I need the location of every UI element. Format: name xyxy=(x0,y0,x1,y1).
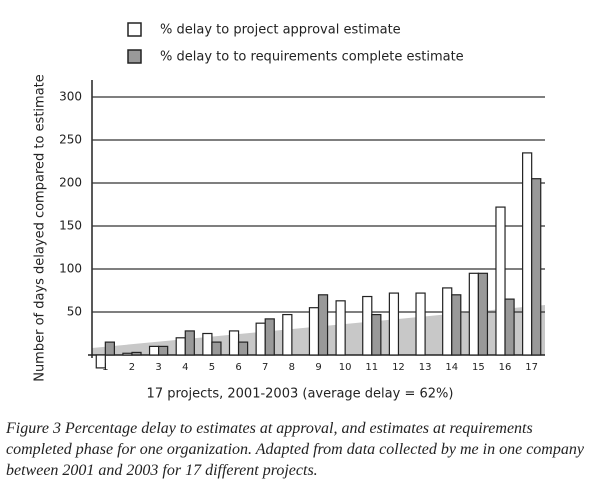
bar xyxy=(317,294,329,356)
bar xyxy=(362,295,373,356)
bar xyxy=(495,206,506,356)
bar xyxy=(504,298,515,356)
y-tick-label: 100 xyxy=(59,262,82,276)
bar xyxy=(442,287,453,356)
x-tick-label: 6 xyxy=(235,362,241,373)
x-tick-label: 7 xyxy=(262,362,268,373)
bar xyxy=(371,313,382,356)
legend-label: % delay to project approval estimate xyxy=(160,23,401,38)
bar xyxy=(158,345,169,356)
bar xyxy=(175,337,186,356)
x-tick-label: 13 xyxy=(419,362,432,373)
bar xyxy=(237,341,249,356)
bar xyxy=(148,345,160,356)
x-tick-label: 2 xyxy=(129,362,135,373)
legend-label: % delay to to requirements complete esti… xyxy=(160,50,464,65)
y-tick-label: 300 xyxy=(59,90,82,104)
x-tick-label: 5 xyxy=(209,362,215,373)
y-tick-label: 250 xyxy=(59,133,82,147)
bar xyxy=(522,152,533,356)
x-tick-label: 15 xyxy=(472,362,485,373)
bar xyxy=(122,352,133,356)
caption: Figure 3 Percentage delay to estimates a… xyxy=(6,420,584,479)
bar xyxy=(282,313,293,356)
bar xyxy=(95,354,106,369)
y-tick-label: 150 xyxy=(59,219,82,233)
x-tick-label: 3 xyxy=(155,362,161,373)
bar xyxy=(184,330,195,356)
bar xyxy=(255,322,266,356)
x-tick-label: 10 xyxy=(339,362,352,373)
x-tick-label: 17 xyxy=(525,362,538,373)
bar xyxy=(228,330,240,356)
x-tick-label: 4 xyxy=(182,362,188,373)
x-tick-label: 11 xyxy=(365,362,378,373)
y-tick-label: 200 xyxy=(59,176,82,190)
bar xyxy=(531,178,542,356)
bar xyxy=(104,341,115,356)
bar xyxy=(468,272,479,356)
bar xyxy=(451,294,462,356)
y-tick-label: 50 xyxy=(67,305,82,319)
bar xyxy=(388,292,400,356)
x-axis-label: 17 projects, 2001-2003 (average delay = … xyxy=(147,387,454,402)
bar xyxy=(202,332,213,356)
y-axis-label: Number of days delayed compared to estim… xyxy=(33,74,48,382)
chart: Number of days delayed compared to estim… xyxy=(33,22,545,402)
bar xyxy=(477,272,489,356)
bar xyxy=(264,318,275,356)
bar xyxy=(335,300,346,356)
x-tick-label: 12 xyxy=(392,362,405,373)
x-tick-label: 14 xyxy=(445,362,458,373)
legend-swatch xyxy=(127,22,142,37)
bar xyxy=(308,307,320,356)
bar xyxy=(211,341,222,356)
legend-swatch xyxy=(127,49,142,64)
bar xyxy=(415,292,426,356)
x-tick-label: 9 xyxy=(315,362,321,373)
x-tick-label: 8 xyxy=(289,362,295,373)
bar xyxy=(131,351,142,356)
x-tick-label: 16 xyxy=(499,362,512,373)
